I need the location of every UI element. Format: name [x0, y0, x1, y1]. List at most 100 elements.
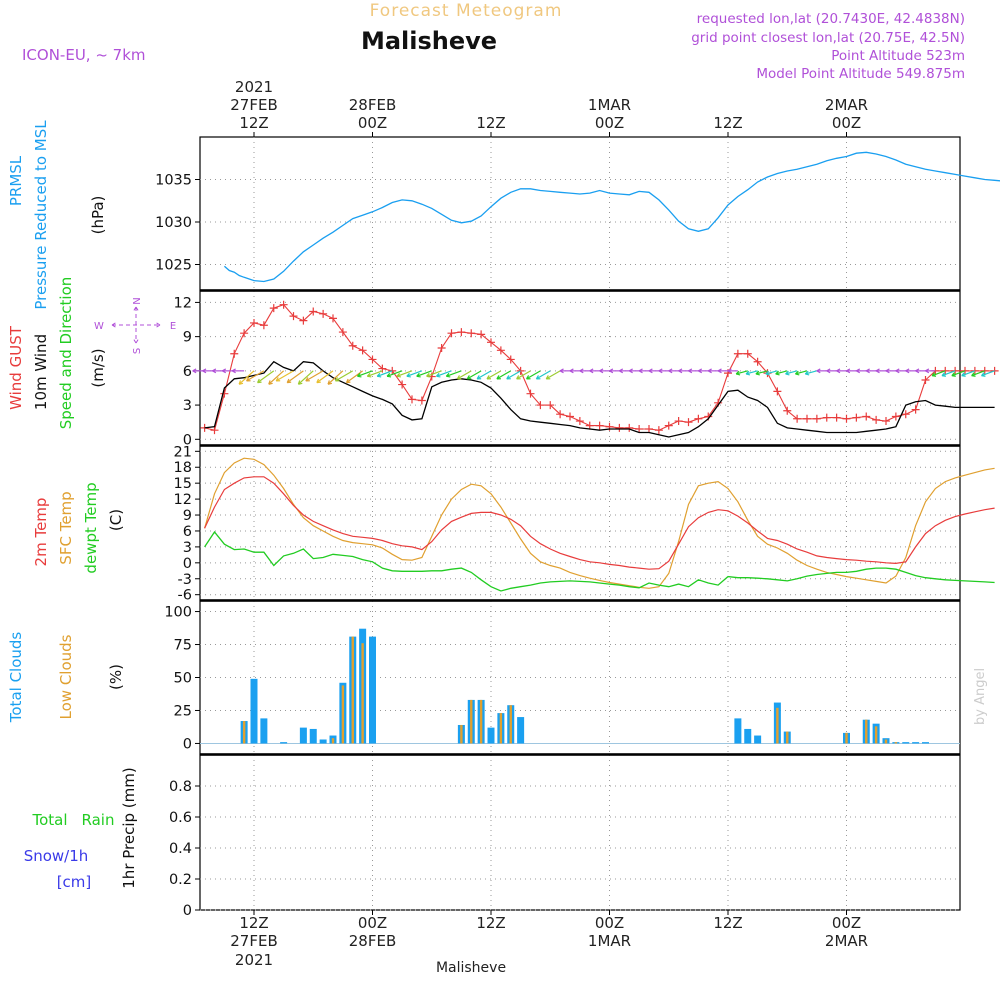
y-tick-label: 0	[183, 556, 192, 572]
wind-direction-arrow	[436, 370, 452, 377]
wind-arrow-head	[406, 372, 411, 378]
wind-direction-arrow	[805, 370, 818, 375]
wind-arrow-head	[535, 375, 541, 380]
gust-marker	[684, 418, 693, 427]
low-cloud-bar	[460, 724, 463, 744]
gust-marker	[358, 346, 367, 355]
low-cloud-bar	[331, 738, 335, 744]
top-date-label: 27FEB	[230, 96, 277, 114]
gust-marker	[536, 401, 545, 410]
requested-coords: requested lon,lat (20.7430E, 42.4838N)	[697, 11, 965, 27]
gust-marker	[783, 406, 792, 415]
gust-marker	[852, 413, 861, 422]
point-altitude: Point Altitude 523m	[831, 48, 965, 64]
wind-direction-arrow	[386, 370, 403, 377]
wind-arrow-head	[735, 370, 741, 376]
wind-arrow-head	[275, 377, 281, 382]
model-altitude: Model Point Altitude 549.875m	[756, 66, 965, 82]
gust-marker	[862, 412, 871, 421]
total-clouds-label: Total Clouds	[7, 632, 25, 724]
gust-marker	[645, 425, 653, 434]
bottom-hour-label: 12Z	[713, 914, 742, 932]
gust-marker	[496, 346, 505, 355]
y-tick-label: 25	[174, 703, 192, 719]
compass-s: S	[132, 348, 143, 354]
wind-arrow-head	[678, 368, 683, 374]
wind-arrow-head	[618, 368, 624, 374]
wind-direction-arrow	[486, 370, 502, 380]
low-cloud-bar	[786, 731, 789, 744]
wind-arrow-head	[951, 372, 956, 377]
wind-unit: (m/s)	[89, 348, 107, 387]
gust-marker	[615, 423, 624, 432]
gridpoint-coords: grid point closest lon,lat (20.75E, 42.5…	[691, 30, 965, 46]
wind-arrow-head	[865, 368, 870, 374]
wind-arrow-head	[202, 368, 207, 374]
wind-arrow-head	[775, 370, 780, 376]
wind-direction-arrow	[971, 370, 985, 377]
top-date-label: 28FEB	[349, 96, 396, 114]
wind-arrow-head	[697, 368, 703, 374]
top-hour-label: 00Z	[832, 114, 861, 132]
gust-marker	[595, 421, 604, 430]
wind-direction-arrow	[536, 370, 551, 380]
gust-marker	[279, 300, 288, 309]
top-hour-label: 00Z	[358, 114, 387, 132]
wind-arrow-head	[925, 368, 930, 374]
y-tick-label: 6	[183, 364, 192, 380]
wind-arrow-head	[286, 378, 292, 384]
low-cloud-bar	[874, 726, 878, 744]
pressure-line	[223, 151, 1000, 283]
wind-direction-arrow	[257, 370, 275, 384]
wind-direction-arrow	[476, 370, 492, 380]
location-title: Malisheve	[361, 27, 497, 55]
low-cloud-bar	[894, 742, 898, 744]
gust-marker	[338, 328, 347, 337]
y-tick-label: 0.4	[169, 841, 192, 857]
low-cloud-bar	[776, 707, 779, 744]
gust-marker	[585, 421, 594, 430]
wind-direction-arrow	[238, 370, 255, 385]
wind-direction-arrow	[268, 370, 285, 385]
gust-marker	[812, 414, 821, 423]
wind-arrow-head	[436, 372, 441, 378]
low-clouds-label: Low Clouds	[57, 634, 75, 719]
dewpoint-label: dewpt Temp	[82, 482, 100, 573]
top-hour-label: 12Z	[713, 114, 742, 132]
model-label: ICON-EU, ~ 7km	[22, 46, 146, 64]
wind-arrow-head	[816, 368, 821, 374]
wind-direction-arrow	[765, 370, 778, 375]
wind-arrow-head	[875, 368, 880, 374]
wind-direction-arrow	[275, 370, 294, 382]
total-cloud-bar	[912, 742, 920, 744]
low-cloud-bar	[845, 732, 848, 744]
wind-arrow-head	[357, 372, 362, 378]
y-tick-label: 0.6	[169, 810, 192, 826]
gust-marker	[368, 355, 377, 364]
wind-arrow-head	[476, 375, 482, 380]
gust-marker	[575, 417, 584, 426]
clouds-unit: (%)	[107, 664, 125, 690]
wind-direction-arrow	[785, 370, 798, 375]
wind-arrow-head	[658, 368, 663, 374]
gust-marker	[467, 329, 476, 338]
gust-marker	[259, 321, 268, 330]
wind-arrow-head	[785, 370, 790, 376]
gust-marker	[743, 349, 752, 358]
wind-arrow-head	[905, 368, 910, 374]
low-cloud-bar	[351, 636, 354, 744]
wind-arrow-head	[366, 372, 372, 378]
y-tick-label: 0.8	[169, 779, 192, 795]
wind-direction-arrow	[961, 370, 976, 377]
sfc-temp-line	[204, 457, 995, 589]
wind-arrow-head	[212, 368, 217, 374]
y-tick-label: 21	[174, 444, 192, 460]
gust-marker	[309, 307, 318, 316]
wind-arrow-head	[257, 378, 262, 384]
wind-arrow-head	[496, 375, 501, 380]
gust-marker	[250, 318, 258, 327]
wind-direction-arrow	[346, 370, 363, 384]
bottom-date-label: 1MAR	[588, 932, 631, 950]
wind-direction-arrow	[357, 370, 373, 377]
